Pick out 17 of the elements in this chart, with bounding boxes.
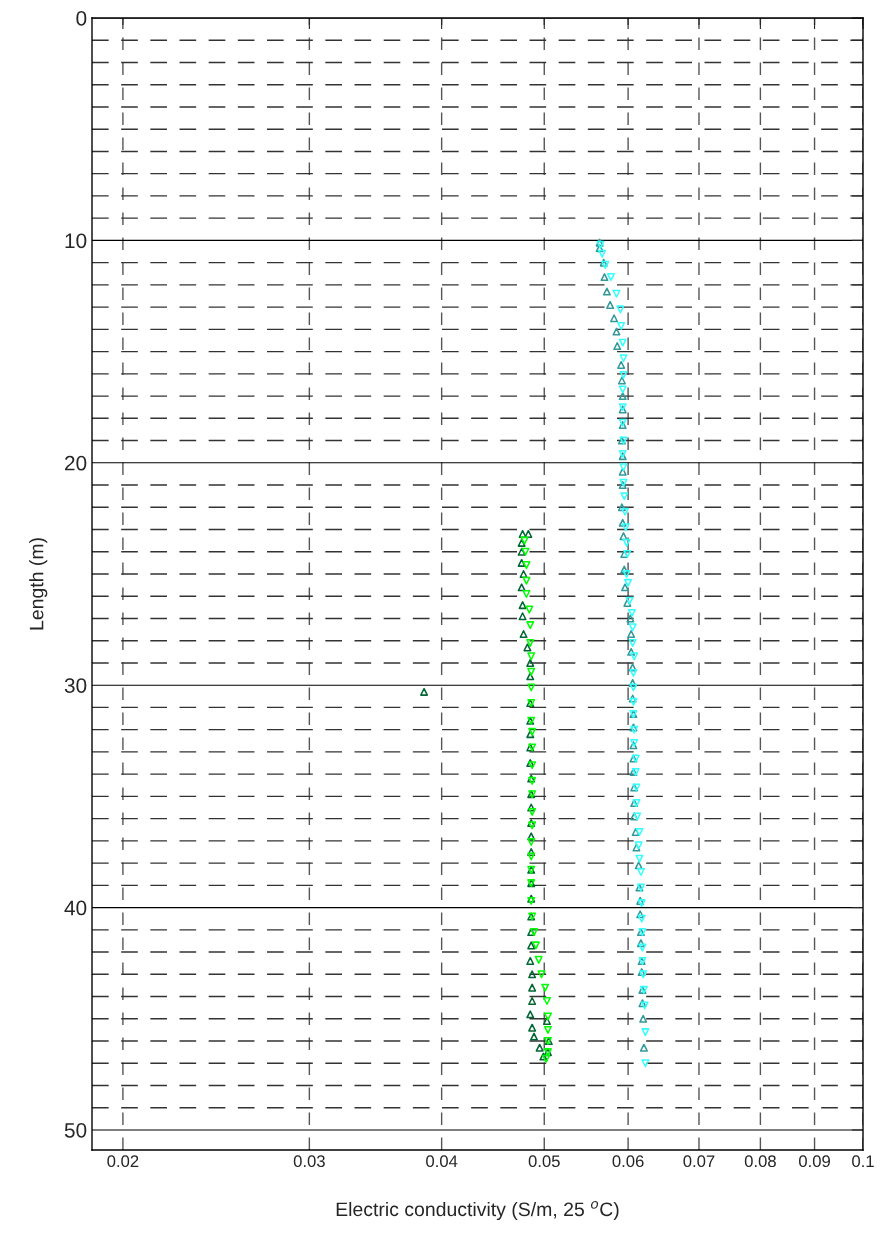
y-tick-label: 10	[65, 233, 87, 249]
y-tick-label: 40	[64, 900, 87, 916]
x-tick-label: 0.04	[426, 1155, 458, 1168]
x-tick-label: 0.08	[744, 1155, 776, 1168]
x-tick-label: 0.02	[107, 1155, 139, 1168]
y-axis-title: Length (m)	[29, 538, 48, 630]
x-axis-title: Electric conductivity (S/m, 25 $^{o}$C)	[336, 1200, 619, 1221]
x-tick-label: 0.1	[852, 1155, 874, 1168]
x-tick-label: 0.06	[612, 1155, 644, 1168]
x-tick-label: 0.03	[293, 1155, 325, 1168]
y-tick-label: 0	[76, 11, 87, 26]
x-tick-label: 0.05	[528, 1155, 560, 1168]
y-tick-label: 50	[64, 1122, 87, 1138]
y-tick-label: 30	[64, 678, 87, 693]
x-tick-label: 0.07	[683, 1155, 715, 1168]
x-tick-label: 0.09	[798, 1155, 830, 1168]
y-tick-label: 20	[65, 455, 87, 471]
